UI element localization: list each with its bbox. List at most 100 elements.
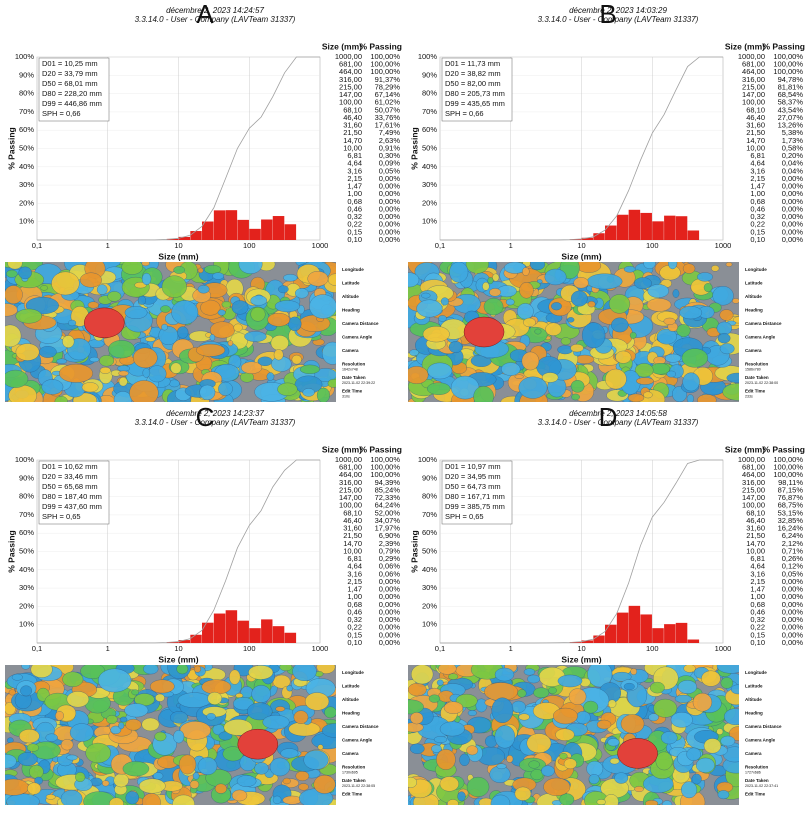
table-size: 681,00 (742, 60, 765, 69)
table-size: 68,10 (343, 508, 362, 517)
image-label: Heading (745, 308, 763, 313)
cumulative-line (440, 56, 723, 241)
rock-segment (217, 309, 226, 316)
y-tick-label: 50% (422, 546, 437, 555)
rock-segment (288, 316, 302, 332)
rock-segment (231, 300, 249, 315)
rock-segment (51, 271, 80, 296)
rock-segment (408, 683, 427, 697)
rock-segment (262, 715, 290, 730)
table-passing: 0,00% (782, 638, 804, 647)
y-tick-label: 80% (422, 492, 437, 501)
rock-segment (523, 668, 536, 676)
rock-segment (416, 299, 443, 318)
table-size: 21,50 (343, 531, 362, 540)
table-passing: 58,37% (778, 98, 804, 107)
table-passing: 0,00% (379, 638, 401, 647)
histogram-bar (640, 614, 652, 643)
rock-segment (54, 396, 68, 402)
rock-segment (5, 754, 17, 769)
rock-segment (106, 715, 118, 725)
table-size: 0,22 (347, 220, 362, 229)
image-label: Latitude (745, 281, 763, 286)
cumulative-line (440, 459, 723, 644)
rock-segment (125, 791, 139, 805)
table-size: 147,00 (742, 90, 765, 99)
histogram-bar (272, 626, 285, 643)
rock-segment (487, 277, 494, 285)
table-size: 3,16 (750, 569, 765, 578)
rock-segment (517, 689, 527, 698)
rock-segment (526, 733, 552, 754)
table-size: 68,10 (343, 105, 362, 114)
rock-segment (295, 771, 310, 782)
table-passing: 33,76% (375, 113, 401, 122)
rock-segment (679, 306, 703, 320)
rock-segment (443, 701, 464, 714)
table-header: Size (mm) (322, 41, 362, 51)
rock-segment (686, 394, 694, 402)
image-label: Edit Time (342, 792, 363, 797)
image-label: Edit Time (745, 792, 766, 797)
rock-segment (630, 668, 637, 675)
table-size: 10,00 (343, 143, 362, 152)
table-passing: 0,05% (782, 569, 804, 578)
y-tick-label: 90% (19, 473, 34, 482)
panel-letter: D (599, 402, 618, 432)
rock-segment (79, 272, 102, 288)
rock-segment (81, 382, 99, 393)
stats-line: D50 = 64,73 mm (445, 482, 501, 491)
rock-segment (251, 685, 271, 703)
x-axis-label: Size (mm) (561, 251, 601, 261)
table-size: 100,00 (742, 501, 765, 510)
table-size: 1,47 (750, 182, 765, 191)
rock-segment (303, 750, 329, 770)
y-axis-label: % Passing (6, 127, 16, 170)
rock-segment (20, 685, 32, 697)
y-tick-label: 50% (19, 546, 34, 555)
rock-segment (541, 372, 559, 383)
rock-segment (505, 298, 515, 306)
rock-segment (575, 711, 591, 725)
rock-segment (696, 757, 715, 773)
rock-segment (522, 267, 530, 276)
rock-segment (131, 689, 140, 696)
table-size: 316,00 (742, 478, 765, 487)
rock-segment (568, 688, 587, 705)
table-size: 46,40 (343, 516, 362, 525)
table-passing: 100,00% (773, 60, 803, 69)
table-passing: 0,00% (379, 204, 401, 213)
rock-segment (720, 735, 736, 747)
y-tick-label: 30% (19, 180, 34, 189)
rock-segment (99, 355, 115, 367)
stats-box (441, 57, 513, 122)
rock-segment (15, 308, 42, 324)
image-label: Longitude (342, 267, 364, 272)
rock-segment (459, 753, 470, 766)
rock-segment (6, 269, 18, 278)
table-passing: 0,00% (379, 174, 401, 183)
histogram-bar (213, 210, 226, 240)
rock-segment (587, 665, 613, 688)
rock-segment (214, 783, 227, 794)
table-size: 2,15 (347, 174, 362, 183)
y-tick-label: 100% (15, 455, 35, 464)
rock-segment (518, 713, 530, 721)
table-passing: 0,00% (782, 623, 804, 632)
histogram-bar (652, 221, 664, 240)
image-label: Camera (745, 751, 762, 756)
table-size: 68,10 (746, 105, 765, 114)
rock-segment (317, 744, 324, 750)
table-size: 0,46 (347, 204, 362, 213)
image-label-value: 2023-11-02 22:38:00 (745, 381, 778, 385)
rock-segment (408, 366, 429, 384)
image-label-value: 1727x686 (745, 770, 761, 774)
chart-subtitle: 3.3.14.0 - User - Company (LAVTeam 31337… (538, 418, 699, 427)
histogram-bar (581, 640, 594, 643)
rock-segment (29, 764, 44, 779)
y-tick-label: 50% (19, 143, 34, 152)
rock-segment (527, 674, 541, 684)
y-tick-label: 90% (422, 473, 437, 482)
table-passing: 6,90% (379, 531, 401, 540)
